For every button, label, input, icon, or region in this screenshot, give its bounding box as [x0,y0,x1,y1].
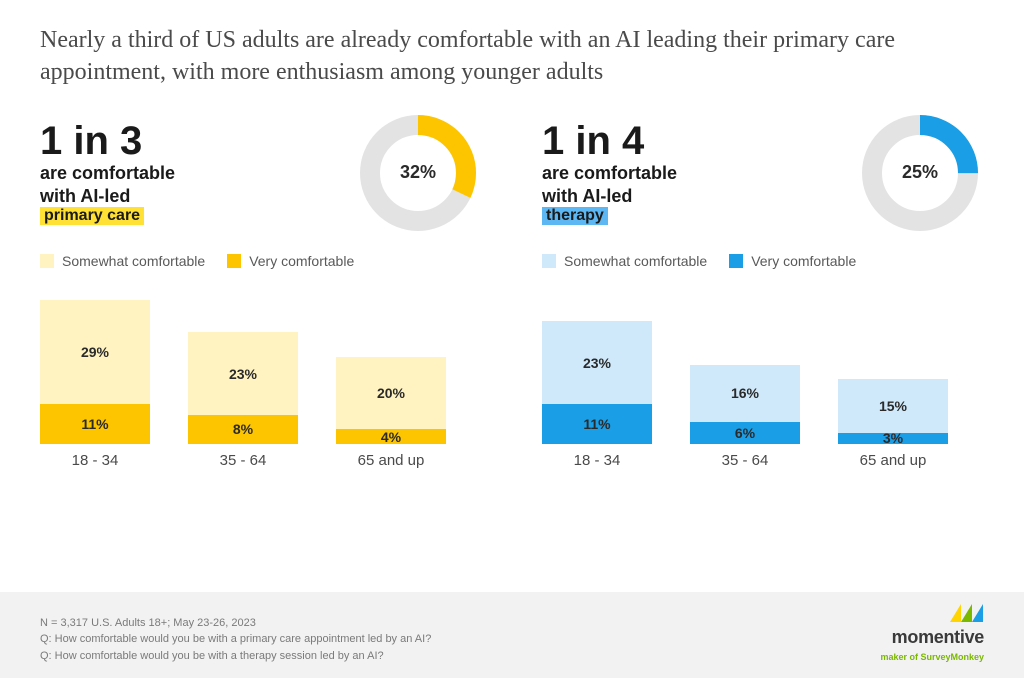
bar-segment-somewhat: 15% [838,379,948,433]
headline-sub2: with AI-led [542,186,632,206]
logo-tagline: maker of SurveyMonkey [880,651,984,665]
legend-very: Very comfortable [729,253,856,269]
bar-category-label: 18 - 34 [72,452,119,469]
donut-label: 32% [354,109,482,237]
bar-segment-somewhat: 29% [40,300,150,404]
bar-segment-somewhat: 16% [690,365,800,423]
panel-therapy: 1 in 4 are comfortable with AI-led thera… [542,109,984,469]
bar-stack: 23%8% [188,332,298,444]
bar-category-label: 35 - 64 [722,452,769,469]
bar-segment-very: 4% [336,429,446,443]
legend-somewhat: Somewhat comfortable [40,253,205,269]
legend-very-label: Very comfortable [249,253,354,269]
logo-wordmark: momentive [892,624,984,651]
legend-somewhat-label: Somewhat comfortable [564,253,707,269]
bar-group: 16%6% 35 - 64 [690,365,800,469]
footer-q1: Q: How comfortable would you be with a p… [40,631,431,648]
legend-primary-care: Somewhat comfortable Very comfortable [40,253,482,269]
bar-stack: 15%3% [838,379,948,444]
donut-therapy: 25% [856,109,984,237]
swatch-very-icon [227,254,241,268]
swatch-somewhat-icon [542,254,556,268]
bar-category-label: 65 and up [860,452,927,469]
bar-segment-very: 11% [40,404,150,444]
legend-somewhat-label: Somewhat comfortable [62,253,205,269]
highlight-therapy: therapy [542,207,608,225]
bar-group: 23%11% 18 - 34 [542,321,652,468]
bar-stack: 23%11% [542,321,652,443]
panel-container: 1 in 3 are comfortable with AI-led prima… [0,99,1024,469]
bar-group: 15%3% 65 and up [838,379,948,469]
bar-category-label: 35 - 64 [220,452,267,469]
page-title: Nearly a third of US adults are already … [0,0,1024,99]
bar-stack: 16%6% [690,365,800,444]
headline-primary-care: 1 in 3 are comfortable with AI-led prima… [40,120,175,225]
footer-q2: Q: How comfortable would you be with a t… [40,648,431,665]
bar-group: 20%4% 65 and up [336,357,446,468]
headline-big: 1 in 3 [40,120,175,162]
bar-segment-somewhat: 23% [542,321,652,404]
bar-category-label: 18 - 34 [574,452,621,469]
bar-chart-primary-care: 29%11% 18 - 34 23%8% 35 - 64 20%4% 65 and up [40,299,482,469]
bar-group: 23%8% 35 - 64 [188,332,298,469]
swatch-somewhat-icon [40,254,54,268]
panel-primary-care: 1 in 3 are comfortable with AI-led prima… [40,109,482,469]
bar-stack: 20%4% [336,357,446,443]
legend-somewhat: Somewhat comfortable [542,253,707,269]
bar-segment-somewhat: 20% [336,357,446,429]
momentive-logo: momentive maker of SurveyMonkey [880,604,984,665]
legend-very: Very comfortable [227,253,354,269]
headline-big: 1 in 4 [542,120,677,162]
headline-sub1: are comfortable [542,163,677,183]
headline-therapy: 1 in 4 are comfortable with AI-led thera… [542,120,677,225]
bar-segment-very: 8% [188,415,298,444]
bar-group: 29%11% 18 - 34 [40,300,150,469]
bar-segment-very: 11% [542,404,652,444]
bar-segment-somewhat: 23% [188,332,298,415]
donut-label: 25% [856,109,984,237]
headline-sub1: are comfortable [40,163,175,183]
footer-n: N = 3,317 U.S. Adults 18+; May 23-26, 20… [40,615,431,632]
footer: N = 3,317 U.S. Adults 18+; May 23-26, 20… [0,592,1024,678]
bar-segment-very: 6% [690,422,800,444]
logo-mark-icon [950,604,984,622]
donut-primary-care: 32% [354,109,482,237]
footer-notes: N = 3,317 U.S. Adults 18+; May 23-26, 20… [40,615,431,665]
swatch-very-icon [729,254,743,268]
bar-category-label: 65 and up [358,452,425,469]
legend-very-label: Very comfortable [751,253,856,269]
headline-sub2: with AI-led [40,186,130,206]
bar-chart-therapy: 23%11% 18 - 34 16%6% 35 - 64 15%3% 65 and up [542,299,984,469]
bar-stack: 29%11% [40,300,150,444]
bar-segment-very: 3% [838,433,948,444]
legend-therapy: Somewhat comfortable Very comfortable [542,253,984,269]
highlight-primary-care: primary care [40,207,144,225]
